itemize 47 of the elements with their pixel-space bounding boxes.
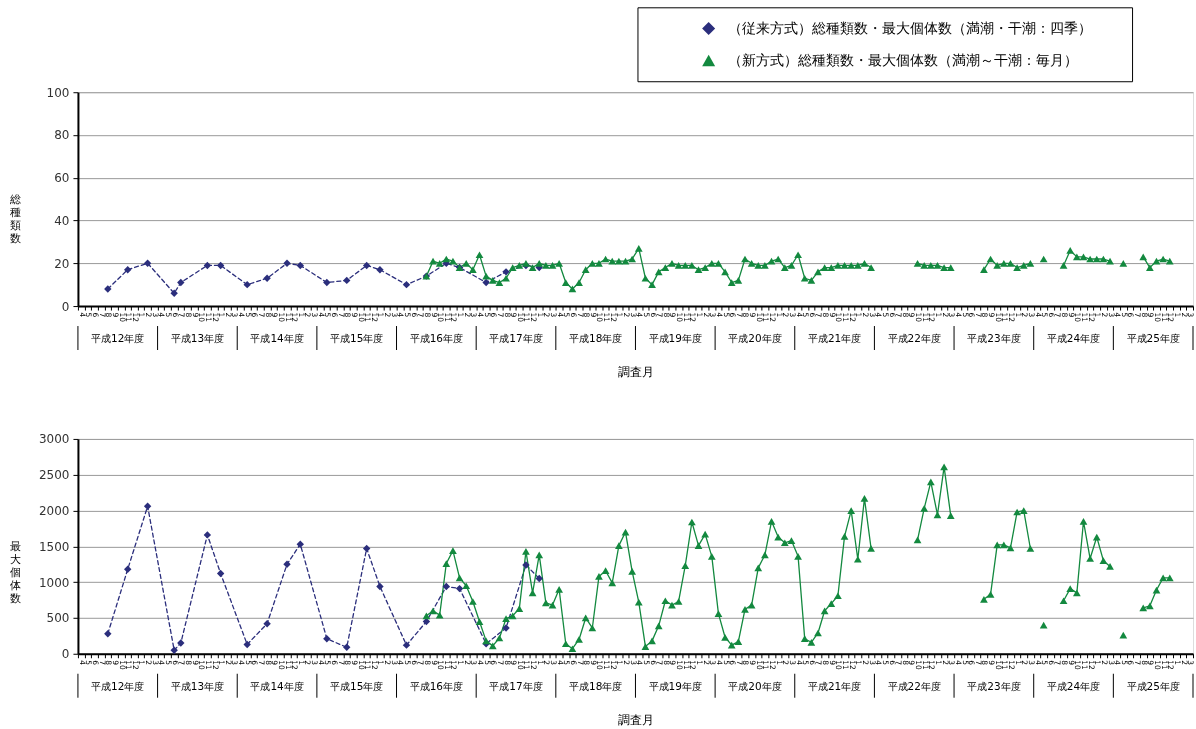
text: 平成20年度 — [728, 679, 782, 692]
text: 平成15年度 — [330, 679, 384, 692]
x-axis-title: 調査月 — [617, 713, 654, 728]
text: 平成24年度 — [1046, 332, 1101, 345]
y-tick-label: 2500 — [38, 468, 70, 483]
y-axis-title: 最大個体数 — [9, 539, 21, 605]
y-axis-title: 総種類数 — [8, 192, 21, 245]
text: 平成14年度 — [250, 332, 304, 345]
text: 平成22年度 — [887, 332, 941, 345]
text: 平成13年度 — [170, 332, 225, 345]
text: 平成18年度 — [568, 332, 623, 345]
text: 平成25年度 — [1126, 332, 1180, 345]
text: 平成23年度 — [967, 679, 1021, 692]
text: 平成13年度 — [170, 679, 225, 692]
text: 平成14年度 — [250, 679, 304, 692]
text: 平成20年度 — [728, 332, 782, 345]
y-tick-label: 100 — [46, 85, 70, 100]
y-tick-label: 20 — [54, 256, 70, 271]
y-tick-label: 0 — [61, 647, 70, 662]
text: 平成12年度 — [91, 679, 145, 692]
y-tick-label: 1000 — [38, 575, 70, 590]
text: 平成18年度 — [568, 679, 623, 692]
y-tick-label: 60 — [54, 171, 70, 186]
text: 平成19年度 — [648, 679, 702, 692]
legend-label: （新方式）総種類数・最大個体数（満潮～干潮：毎月） — [727, 51, 1078, 68]
text: 平成21年度 — [807, 679, 862, 692]
text: 平成15年度 — [330, 332, 384, 345]
text: 平成24年度 — [1046, 679, 1101, 692]
text: 平成23年度 — [967, 332, 1021, 345]
text: 平成16年度 — [409, 332, 464, 345]
y-tick-label: 1500 — [38, 539, 70, 554]
x-axis-title: 調査月 — [617, 365, 654, 380]
text: 平成12年度 — [91, 332, 145, 345]
y-tick-label: 2000 — [38, 504, 70, 519]
y-tick-label: 80 — [54, 128, 70, 143]
text: 平成21年度 — [807, 332, 862, 345]
y-tick-label: 3000 — [38, 432, 70, 447]
text: 平成17年度 — [489, 679, 543, 692]
text: 平成19年度 — [648, 332, 702, 345]
y-tick-label: 0 — [61, 299, 70, 314]
legend-label: （従来方式）総種類数・最大個体数（満潮・干潮：四季） — [727, 19, 1092, 36]
y-tick-label: 40 — [54, 214, 70, 229]
text: 平成22年度 — [887, 679, 941, 692]
y-tick-label: 500 — [46, 611, 70, 626]
text: 平成17年度 — [489, 332, 543, 345]
text: 平成25年度 — [1126, 679, 1180, 692]
text: 平成16年度 — [409, 679, 464, 692]
